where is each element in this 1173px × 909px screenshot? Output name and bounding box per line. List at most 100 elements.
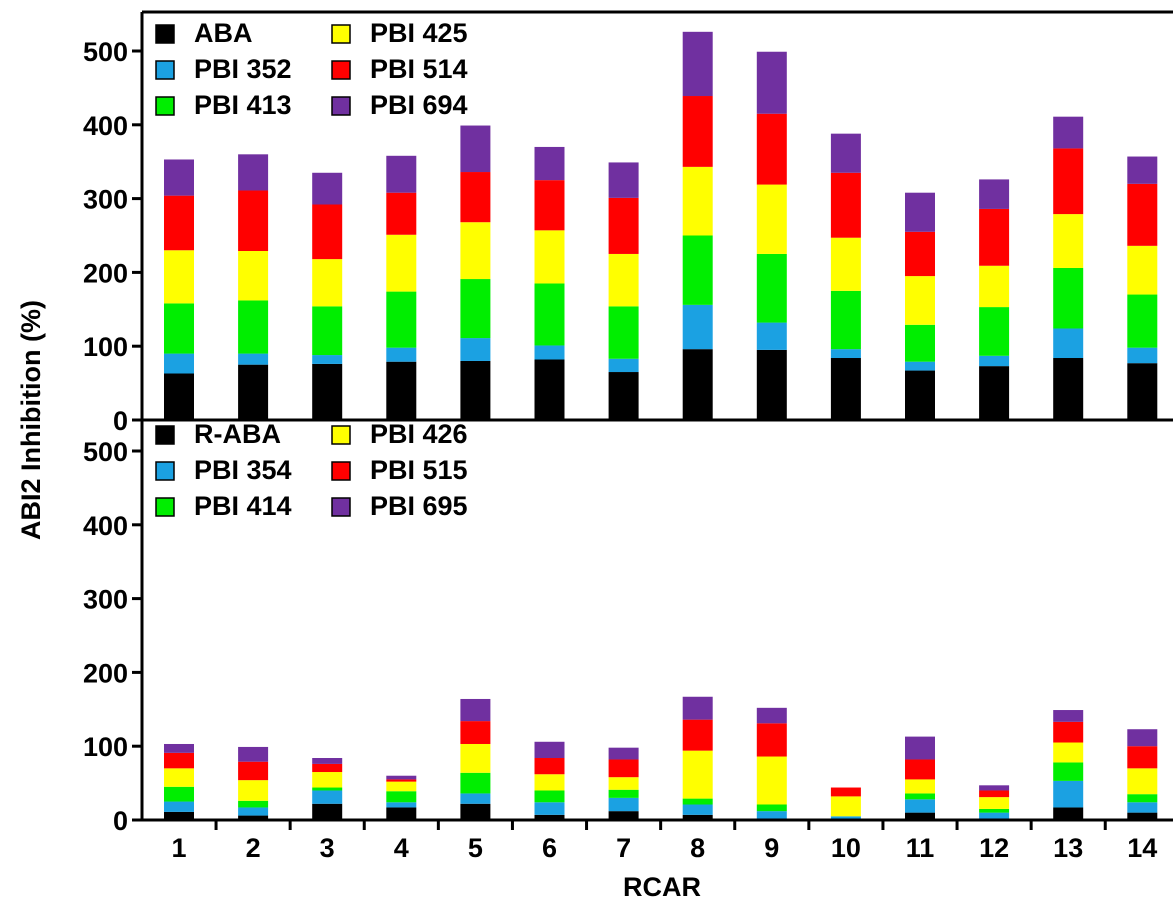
- bar-segment: [979, 812, 1010, 819]
- bar-segment: [534, 790, 565, 803]
- bar-segment: [905, 231, 935, 277]
- bar-segment: [386, 791, 417, 803]
- bar-segment: [756, 113, 787, 185]
- bar-segment: [1127, 812, 1158, 820]
- bar-segment: [979, 265, 1010, 308]
- bar-segment: [164, 752, 194, 769]
- bar-segment: [534, 180, 565, 231]
- bar-segment: [386, 291, 417, 348]
- bar-segment: [905, 793, 935, 800]
- bar-segment: [460, 279, 491, 339]
- bar-segment: [1053, 710, 1084, 722]
- bar-segment: [534, 758, 565, 775]
- x-tick-label: 12: [979, 833, 1009, 863]
- x-tick-label: 1: [171, 833, 186, 863]
- y-tick-label: 0: [113, 406, 128, 436]
- bar-segment: [1127, 768, 1158, 795]
- bar-segment: [164, 250, 194, 304]
- bar-segment: [460, 698, 491, 722]
- x-tick-label: 6: [542, 833, 557, 863]
- bar-segment: [386, 361, 417, 420]
- bar-segment: [534, 345, 565, 360]
- bar-segment: [460, 338, 491, 361]
- bar-segment: [164, 801, 194, 812]
- bar-segment: [534, 146, 565, 181]
- bar-segment: [682, 349, 713, 420]
- bar-segment: [1053, 358, 1084, 420]
- bar-segment: [756, 51, 787, 114]
- bar-segment: [238, 190, 269, 251]
- bar-segment: [608, 789, 639, 798]
- bar-segment: [460, 721, 491, 744]
- legend-swatch: [331, 497, 351, 517]
- legend-swatch: [155, 24, 175, 44]
- bar-segment: [386, 347, 417, 362]
- bar-segment: [1053, 148, 1084, 215]
- bar-segment: [979, 797, 1010, 809]
- legend-swatch: [331, 425, 351, 445]
- bar-segment: [682, 814, 713, 820]
- bar-segment: [682, 750, 713, 799]
- x-tick-label: 7: [616, 833, 631, 863]
- legend-label: ABA: [194, 18, 253, 48]
- bar-segment: [905, 779, 935, 794]
- bar-segment: [312, 787, 343, 791]
- bar-segment: [312, 363, 343, 420]
- bar-segment: [756, 811, 787, 819]
- bar-segment: [386, 781, 417, 792]
- bar-segment: [534, 230, 565, 284]
- y-tick-label: 400: [83, 111, 128, 141]
- bar-segment: [312, 790, 343, 804]
- bar-segment: [608, 306, 639, 359]
- x-tick-label: 5: [468, 833, 483, 863]
- axes-frame: [140, 10, 1173, 822]
- legend-label: PBI 425: [370, 18, 468, 48]
- bar-segment: [830, 358, 861, 420]
- bar-segment: [1127, 794, 1158, 803]
- bar-segment: [979, 790, 1010, 798]
- legend-swatch: [331, 24, 351, 44]
- bar-segment: [608, 747, 639, 760]
- x-tick-label: 8: [690, 833, 705, 863]
- bar-segment: [756, 184, 787, 254]
- bar-segment: [608, 372, 639, 420]
- bar-segment: [312, 172, 343, 205]
- legend-label: PBI 414: [194, 491, 292, 521]
- bar-segment: [164, 768, 194, 787]
- bar-segment: [682, 304, 713, 350]
- bar-segment: [1127, 156, 1158, 184]
- bar-segment: [1127, 746, 1158, 769]
- bar-segment: [830, 237, 861, 291]
- legend-swatch: [155, 425, 175, 445]
- bar-segment: [312, 758, 343, 764]
- bar-segment: [830, 796, 861, 817]
- bar-segment: [312, 803, 343, 820]
- legend-label: PBI 426: [370, 419, 468, 449]
- bar-segment: [386, 775, 417, 780]
- bar-segment: [386, 192, 417, 235]
- bar-segment: [682, 798, 713, 805]
- bar-segment: [1127, 183, 1158, 246]
- bar-segment: [905, 736, 935, 760]
- bar-segment: [164, 743, 194, 753]
- bar-segment: [460, 743, 491, 773]
- legend-label: PBI 694: [370, 90, 468, 120]
- legend-swatch: [331, 96, 351, 116]
- bar-segment: [534, 802, 565, 815]
- x-tick-label: 11: [906, 833, 935, 863]
- legend-label: PBI 413: [194, 90, 292, 120]
- bar-segment: [386, 234, 417, 292]
- legend-swatch: [155, 96, 175, 116]
- bar-segment: [1127, 729, 1158, 747]
- bar-segment: [238, 815, 269, 820]
- bar-segment: [682, 31, 713, 97]
- bar-segment: [979, 179, 1010, 209]
- bar-segment: [164, 373, 194, 420]
- bar-segment: [312, 772, 343, 788]
- bar-segment: [905, 361, 935, 371]
- y-tick-label: 100: [83, 332, 128, 362]
- bar-segment: [1053, 807, 1084, 820]
- bar-segment: [460, 772, 491, 794]
- x-tick-label: 2: [246, 833, 261, 863]
- bar-segment: [164, 811, 194, 820]
